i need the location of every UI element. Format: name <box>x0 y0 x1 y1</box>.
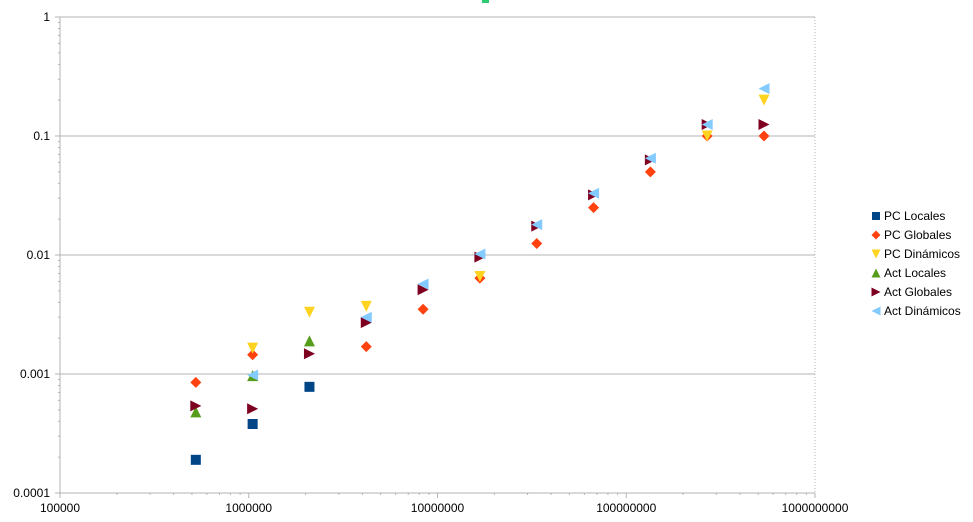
data-point <box>531 219 543 231</box>
data-point <box>474 248 486 260</box>
data-point <box>531 237 543 249</box>
legend-label: Act Locales <box>884 266 946 280</box>
legend-marker <box>871 268 881 278</box>
data-point <box>417 303 429 315</box>
stray-marker <box>482 0 489 3</box>
y-tick-label: 1 <box>43 10 50 24</box>
legend-label: Act Dinámicos <box>884 304 961 318</box>
series-pc-dinámicos <box>247 94 770 354</box>
data-point <box>360 341 372 353</box>
y-tick-label: 0.001 <box>20 367 50 381</box>
data-point <box>588 202 600 214</box>
data-point <box>360 300 372 312</box>
x-tick-label: 100000000 <box>596 501 656 515</box>
x-tick-label: 100000 <box>40 501 80 515</box>
legend-item: PC Dinámicos <box>871 247 960 261</box>
data-point <box>474 270 486 282</box>
y-tick-label: 0.01 <box>27 248 51 262</box>
data-point <box>247 349 259 361</box>
data-point <box>190 406 202 418</box>
data-point <box>247 369 259 381</box>
legend-label: PC Locales <box>884 209 945 223</box>
legend-label: PC Globales <box>884 228 951 242</box>
data-point <box>417 278 429 290</box>
data-point <box>304 381 315 392</box>
legend: PC Locales PC Globales PC Dinámicos Act Loc… <box>871 209 961 318</box>
data-point <box>247 419 258 430</box>
legend-item: Act Globales <box>871 285 952 299</box>
data-point <box>190 400 202 412</box>
data-point <box>758 130 770 142</box>
data-point <box>360 311 372 323</box>
legend-item: PC Globales <box>871 228 951 242</box>
data-point <box>303 306 315 318</box>
data-point <box>303 348 315 360</box>
series-act-globales <box>190 118 770 415</box>
series-pc-locales <box>190 381 315 465</box>
x-tick-label: 1000000000 <box>782 501 849 515</box>
data-point <box>644 166 656 178</box>
legend-item: Act Dinámicos <box>871 304 961 318</box>
legend-marker <box>871 249 881 259</box>
legend-marker <box>871 230 881 240</box>
data-point <box>701 118 713 130</box>
legend-item: PC Locales <box>872 209 945 223</box>
data-point <box>360 317 372 329</box>
legend-label: Act Globales <box>884 285 952 299</box>
y-tick-label: 0.1 <box>33 129 50 143</box>
plot-area: 100000 1000000 10000000 100000000 1000000000… <box>13 10 848 515</box>
legend-marker <box>872 212 880 220</box>
data-point <box>701 130 713 142</box>
series-act-dinámicos <box>247 83 770 381</box>
data-marks <box>190 83 770 465</box>
data-point <box>417 284 429 296</box>
legend-marker <box>871 287 881 297</box>
data-point <box>190 454 201 465</box>
data-point <box>190 376 202 388</box>
legend-item: Act Locales <box>871 266 946 280</box>
data-point <box>758 118 770 130</box>
data-point <box>644 152 656 164</box>
data-point <box>758 94 770 106</box>
x-tick-label: 1000000 <box>225 501 272 515</box>
data-point <box>247 342 259 354</box>
data-point <box>588 187 600 199</box>
data-point <box>247 403 259 415</box>
legend-label: PC Dinámicos <box>884 247 960 261</box>
legend-marker <box>871 306 881 316</box>
data-point <box>758 83 770 95</box>
data-point <box>303 335 315 347</box>
x-tick-label: 10000000 <box>411 501 465 515</box>
y-tick-label: 0.0001 <box>13 486 50 500</box>
